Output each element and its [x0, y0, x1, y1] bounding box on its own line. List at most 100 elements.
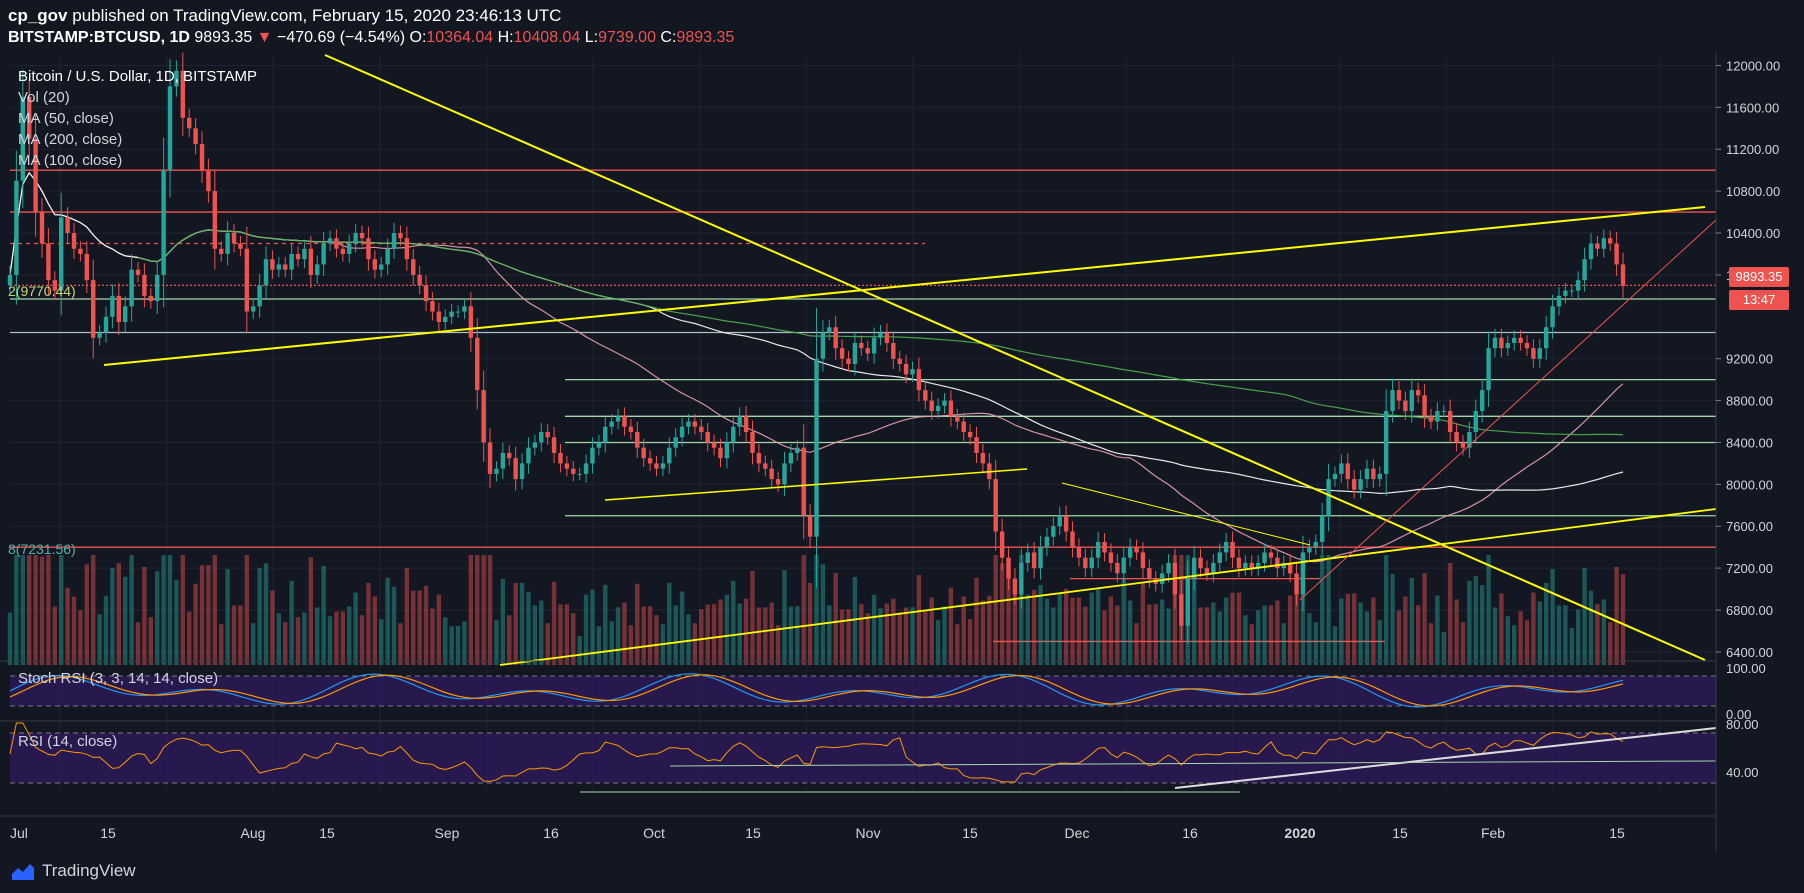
volume-bar [667, 582, 672, 665]
candle-body [244, 248, 250, 312]
candle-body [71, 233, 77, 249]
legend-ma100[interactable]: MA (100, close) [18, 152, 123, 169]
low-label: L: [584, 29, 599, 46]
candle-body [1134, 547, 1139, 553]
volume-bar [1595, 604, 1600, 665]
stoch-tick-label: 0.00 [1726, 707, 1751, 722]
candle-body [302, 248, 307, 260]
volume-bar [532, 605, 538, 665]
volume-bar [187, 611, 192, 665]
legend-ma50[interactable]: MA (50, close) [18, 110, 114, 127]
candle-body [846, 358, 851, 364]
candle-body [1358, 479, 1363, 490]
time-tick-label: 15 [745, 825, 761, 841]
candle-body [1031, 552, 1037, 569]
ohlc-line: BITSTAMP:BTCUSD, 1D 9893.35 ▼ −470.69 (−… [8, 29, 734, 47]
volume-bar [955, 624, 960, 665]
price-tick-label: 7200.00 [1726, 561, 1773, 576]
volume-bar [1556, 605, 1562, 665]
close-label: C: [660, 29, 677, 46]
candle-body [775, 479, 781, 485]
candle-body [1230, 541, 1235, 558]
candle-body [660, 463, 666, 469]
candle-body [705, 431, 710, 443]
volume-bar [814, 555, 819, 665]
candle-body [564, 463, 570, 469]
volume-bar [1524, 620, 1530, 665]
volume-bar [743, 598, 749, 665]
volume-bar [1383, 555, 1389, 665]
candle-body [750, 431, 755, 453]
candle-body [558, 452, 563, 464]
price-chart[interactable]: 12000.00 11600.00 11200.00 10800.00 10400.00… [0, 52, 1804, 852]
candle-body [174, 70, 179, 87]
down-triangle-icon: ▼ [256, 29, 273, 46]
open-label: O: [409, 29, 427, 46]
volume-bar [577, 636, 582, 665]
candle-body [692, 421, 698, 427]
candle-body [1268, 552, 1274, 558]
candle-body [187, 117, 192, 129]
candle-body [219, 248, 224, 254]
volume-bar [1108, 596, 1114, 665]
volume-bar [871, 594, 877, 665]
candle-body [238, 243, 243, 249]
volume-bar [193, 583, 198, 665]
candle-body [212, 191, 218, 249]
volume-bar [1332, 626, 1338, 665]
volume-bar [1582, 568, 1587, 665]
tradingview-branding[interactable]: TradingView [10, 858, 136, 884]
stoch-tick-label: 100.00 [1726, 661, 1766, 676]
candle-body [1051, 526, 1056, 537]
volume-bar [65, 587, 70, 665]
volume-bar [1166, 608, 1171, 665]
candle-body [39, 212, 45, 244]
candle-body [1076, 547, 1082, 558]
publish-info: published on TradingView.com, February 1… [67, 6, 562, 25]
candle-body [1435, 411, 1440, 422]
volume-bar [711, 604, 717, 665]
candle-body [1569, 290, 1574, 292]
volume-bar [1435, 595, 1440, 665]
candle-body [1294, 573, 1299, 595]
stoch-rsi-label[interactable]: Stoch RSI (3, 3, 14, 14, close) [18, 670, 219, 687]
volume-bar [1198, 607, 1203, 665]
volume-bar [481, 555, 486, 665]
author-name[interactable]: cp_gov [8, 6, 68, 25]
legend-title[interactable]: Bitcoin / U.S. Dollar, 1D, BITSTAMP [18, 68, 257, 85]
candle-body [743, 416, 749, 432]
candle-body [999, 531, 1005, 558]
candle-body [1083, 557, 1088, 569]
volume-bar [935, 620, 941, 665]
candle-body [430, 301, 435, 312]
volume-bar [923, 611, 928, 665]
candle-body [628, 426, 634, 432]
volume-bar [1019, 555, 1024, 665]
rsi-label[interactable]: RSI (14, close) [18, 733, 118, 750]
candle-body [839, 348, 845, 359]
volume-bar [46, 555, 51, 665]
candle-body [334, 238, 339, 249]
trend-line [499, 508, 1717, 666]
legend-ma200[interactable]: MA (200, close) [18, 131, 123, 148]
volume-bar [142, 567, 147, 665]
candle-body [1556, 295, 1562, 307]
volume-bar [628, 625, 634, 665]
candle-body [1006, 557, 1011, 579]
volume-bar [1345, 593, 1350, 665]
volume-bar [1051, 607, 1056, 665]
tradingview-logo-icon [12, 864, 34, 880]
volume-bar [545, 623, 550, 665]
rsi-band [10, 733, 1716, 783]
candle-body [737, 416, 742, 427]
volume-bar [846, 609, 851, 665]
candle-body [1467, 431, 1472, 448]
candle-body [27, 96, 32, 139]
volume-bar [417, 590, 422, 665]
candle-body [91, 280, 96, 338]
candle-body [1191, 557, 1197, 579]
candle-body [1403, 400, 1408, 412]
volume-bar [436, 594, 442, 665]
legend-volume[interactable]: Vol (20) [18, 89, 70, 106]
volume-bar [116, 563, 122, 665]
